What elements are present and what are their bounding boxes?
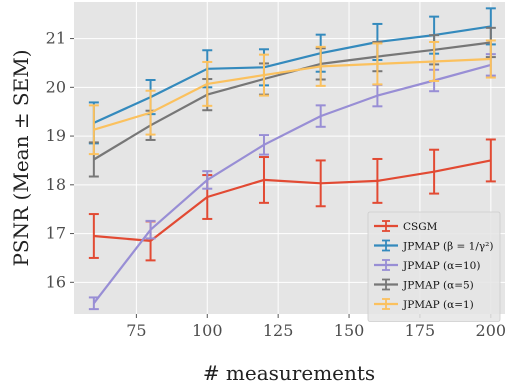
error-bar [485,39,496,79]
error-bar [88,104,99,156]
y-tick-label: 19 [46,126,66,145]
error-bar [429,148,440,195]
x-axis-label: # measurements [203,361,375,385]
series-line [93,25,491,124]
legend-label: JPMAP (α=10) [402,260,480,272]
legend-item: JPMAP (α=5) [374,278,474,292]
x-tick-label: 175 [405,321,436,340]
error-bar [315,45,326,87]
legend-item: JPMAP (α=10) [374,259,480,272]
legend-label: JPMAP (α=1) [402,299,474,311]
error-bar [202,170,213,190]
error-bar [258,53,269,97]
x-tick-label: 200 [476,321,507,340]
error-bar [258,156,269,204]
x-tick-label: 100 [192,321,223,340]
error-bar [258,134,269,156]
error-bar [372,42,383,86]
error-bar [145,89,156,136]
legend-box [367,211,501,322]
error-bar [315,104,326,128]
y-tick-label: 18 [46,175,66,194]
tick-labels: 75 100 125 150 175 200 16 17 18 19 20 21 [46,29,506,340]
y-tick-label: 16 [46,272,66,291]
legend-item: JPMAP (α=1) [374,298,474,311]
series-4 [88,39,496,156]
error-bar [429,40,440,82]
error-bar [202,60,213,107]
error-bar [315,159,326,208]
series-line [92,63,492,304]
y-axis-label: PSNR (Mean ± SEM) [9,49,33,266]
legend-item: JPMAP (β = 1/γ²) [374,239,493,253]
error-bar [88,213,99,259]
legend-item: CSGM [374,220,438,233]
legend-label: JPMAP (β = 1/γ²) [402,241,493,253]
y-tick-label: 17 [46,224,66,243]
error-bar [372,157,383,204]
legend-label: JPMAP (α=5) [402,280,474,292]
x-tick-label: 150 [334,321,365,340]
error-bar [88,296,99,311]
series-layer [88,7,496,311]
x-tick-label: 125 [263,321,294,340]
legend-label: CSGM [403,221,438,233]
series-line [93,57,491,131]
y-tick-label: 21 [46,29,66,48]
legend: CSGM JPMAP (β = 1/γ²) JPMAP (α=10) JPMAP (α… [367,211,501,322]
x-tick-label: 75 [126,321,146,340]
error-bar [145,219,156,240]
error-bar [485,138,496,183]
y-tick-label: 20 [46,77,66,96]
series-line [93,159,492,242]
